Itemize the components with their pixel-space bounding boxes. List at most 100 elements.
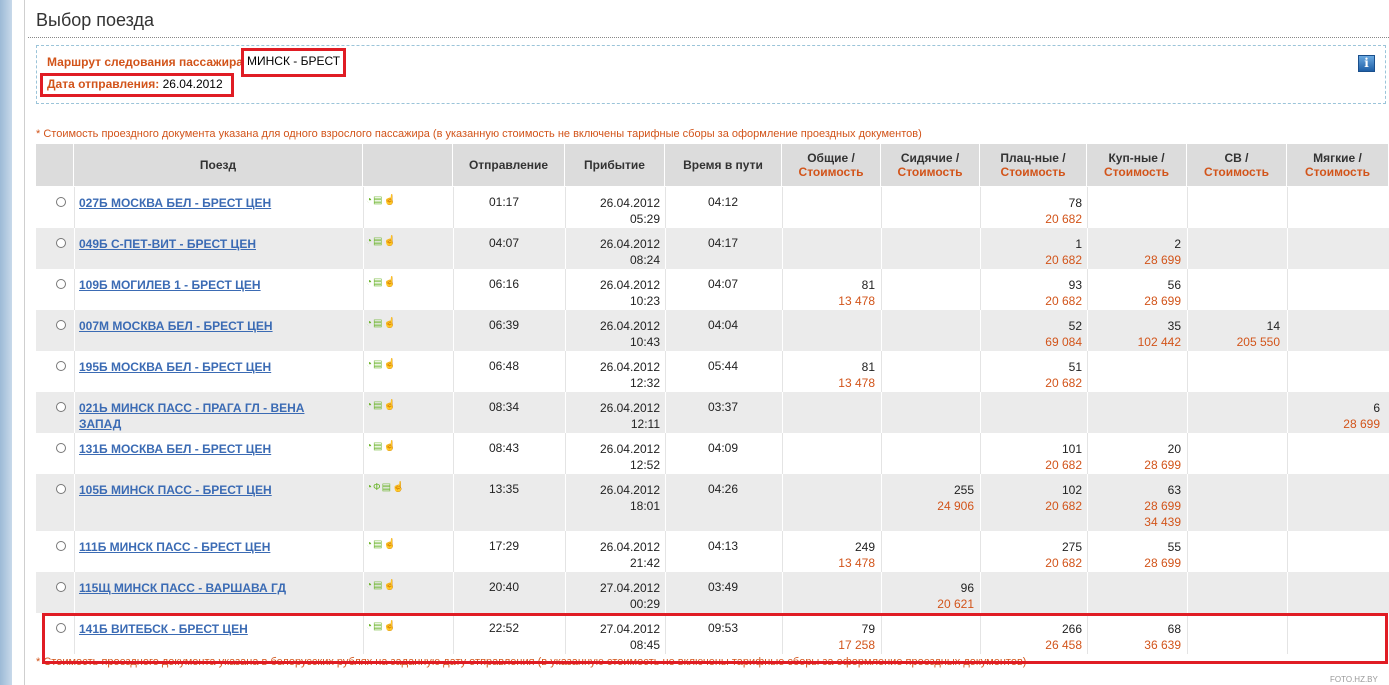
train-name-link[interactable]: 007М МОСКВА БЕЛ - БРЕСТ ЦЕН xyxy=(79,319,273,333)
train-select-radio[interactable] xyxy=(56,541,66,551)
cell-divider xyxy=(665,433,666,474)
train-name-link[interactable]: 141Б ВИТЕБСК - БРЕСТ ЦЕН xyxy=(79,622,248,636)
cell-divider xyxy=(453,392,454,433)
arrival-date: 26.04.2012 xyxy=(599,483,660,497)
table-row[interactable]: 021Ь МИНСК ПАСС - ПРАГА ГЛ - ВЕНА ЗАПАД ◔… xyxy=(36,392,1389,433)
arrival-time: 10:43 xyxy=(629,335,660,349)
title-divider xyxy=(28,37,1389,38)
arrival-date: 26.04.2012 xyxy=(599,442,660,456)
cell-divider xyxy=(1287,572,1288,613)
train-name-link[interactable]: 115Щ МИНСК ПАСС - ВАРШАВА ГД xyxy=(79,581,287,595)
service-icons[interactable]: ◔▤☝ xyxy=(366,359,397,370)
train-name-link[interactable]: 131Б МОСКВА БЕЛ - БРЕСТ ЦЕН xyxy=(79,442,272,456)
seat-count: 78 xyxy=(1068,196,1082,210)
header-duration-label: Время в пути xyxy=(683,158,763,172)
train-select-radio[interactable] xyxy=(56,443,66,453)
service-icons[interactable]: ◔Ф▤☝ xyxy=(366,482,406,493)
date-value: 26.04.2012 xyxy=(162,77,223,91)
cell-divider xyxy=(782,474,783,531)
cell-divider xyxy=(1087,433,1088,474)
train-select-radio[interactable] xyxy=(56,279,66,289)
table-row[interactable]: 105Б МИНСК ПАСС - БРЕСТ ЦЕН ◔Ф▤☝ 13:35 26.0… xyxy=(36,474,1389,531)
cell-divider xyxy=(363,310,364,351)
train-select-radio[interactable] xyxy=(56,582,66,592)
header-train: Поезд xyxy=(74,144,363,186)
seat-price: 28 699 xyxy=(1144,556,1181,570)
train-name-link[interactable]: 021Ь МИНСК ПАСС - ПРАГА ГЛ - ВЕНА ЗАПАД xyxy=(79,401,305,431)
header-sidyachie-label: Сидячие / xyxy=(900,151,960,165)
cell-divider xyxy=(1287,310,1288,351)
departure-time: 20:40 xyxy=(488,580,519,594)
table-row[interactable]: 007М МОСКВА БЕЛ - БРЕСТ ЦЕН ◔▤☝ 06:39 26.04… xyxy=(36,310,1389,351)
cell-divider xyxy=(881,474,882,531)
cell-divider xyxy=(1187,613,1188,654)
cell-divider xyxy=(453,310,454,351)
cell-divider xyxy=(1087,613,1088,654)
train-name-link[interactable]: 109Б МОГИЛЕВ 1 - БРЕСТ ЦЕН xyxy=(79,278,261,292)
arrival-date: 26.04.2012 xyxy=(599,278,660,292)
seats-sid: 255 24 906 xyxy=(937,482,974,514)
seat-count: 81 xyxy=(861,278,875,292)
table-row[interactable]: 115Щ МИНСК ПАСС - ВАРШАВА ГД ◔▤☝ 20:40 27.0… xyxy=(36,572,1389,613)
cell-divider xyxy=(1087,474,1088,531)
arrival-date: 26.04.2012 xyxy=(599,319,660,333)
cell-divider xyxy=(565,351,566,392)
service-icons[interactable]: ◔▤☝ xyxy=(366,539,397,550)
train-select-radio[interactable] xyxy=(56,402,66,412)
train-name-link[interactable]: 105Б МИНСК ПАСС - БРЕСТ ЦЕН xyxy=(79,483,272,497)
seat-price: 20 682 xyxy=(1045,556,1082,570)
table-row[interactable]: 109Б МОГИЛЕВ 1 - БРЕСТ ЦЕН ◔▤☝ 06:16 26.04.… xyxy=(36,269,1389,310)
train-name-link[interactable]: 049Б С-ПЕТ-ВИТ - БРЕСТ ЦЕН xyxy=(79,237,256,251)
cell-divider xyxy=(782,433,783,474)
train-name-link[interactable]: 195Б МОСКВА БЕЛ - БРЕСТ ЦЕН xyxy=(79,360,272,374)
service-icons[interactable]: ◔▤☝ xyxy=(366,400,397,411)
seat-price-alt: 34 439 xyxy=(1144,515,1181,529)
cell-divider xyxy=(363,392,364,433)
train-select-radio[interactable] xyxy=(56,361,66,371)
arrival-time: 18:01 xyxy=(629,499,660,513)
table-row[interactable]: 049Б С-ПЕТ-ВИТ - БРЕСТ ЦЕН ◔▤☝ 04:07 26.04.… xyxy=(36,228,1389,269)
cell-divider xyxy=(363,572,364,613)
arrival-datetime: 27.04.2012 08:45 xyxy=(566,621,660,653)
train-select-radio[interactable] xyxy=(56,238,66,248)
cell-divider xyxy=(665,392,666,433)
cell-divider xyxy=(565,531,566,572)
seat-count: 20 xyxy=(1167,442,1181,456)
train-select-radio[interactable] xyxy=(56,320,66,330)
table-row[interactable]: 131Б МОСКВА БЕЛ - БРЕСТ ЦЕН ◔▤☝ 08:43 26.04… xyxy=(36,433,1389,474)
cell-divider xyxy=(1087,228,1088,269)
travel-duration: 04:07 xyxy=(708,277,739,291)
seat-price: 102 442 xyxy=(1137,335,1181,349)
cell-divider xyxy=(565,269,566,310)
service-icons[interactable]: ◔▤☝ xyxy=(366,621,397,632)
train-name-link[interactable]: 111Б МИНСК ПАСС - БРЕСТ ЦЕН xyxy=(79,540,271,554)
cell-divider xyxy=(74,572,75,613)
service-icons[interactable]: ◔▤☝ xyxy=(366,318,397,329)
cell-divider xyxy=(1087,310,1088,351)
service-icons[interactable]: ◔▤☝ xyxy=(366,277,397,288)
header-platskart: Плац-ные / Стоимость xyxy=(980,144,1087,186)
cell-divider xyxy=(1287,392,1288,433)
service-icons[interactable]: ◔▤☝ xyxy=(366,441,397,452)
seat-price: 28 699 xyxy=(1144,499,1181,513)
table-row[interactable]: 027Б МОСКВА БЕЛ - БРЕСТ ЦЕН ◔▤☝ 01:17 26.04… xyxy=(36,187,1389,228)
travel-duration: 04:26 xyxy=(708,482,739,496)
service-icons[interactable]: ◔▤☝ xyxy=(366,236,397,247)
cell-divider xyxy=(74,228,75,269)
info-icon[interactable]: i xyxy=(1358,55,1375,72)
arrival-date: 27.04.2012 xyxy=(599,581,660,595)
train-select-radio[interactable] xyxy=(56,197,66,207)
train-select-radio[interactable] xyxy=(56,623,66,633)
service-icons[interactable]: ◔▤☝ xyxy=(366,580,397,591)
train-name-link[interactable]: 027Б МОСКВА БЕЛ - БРЕСТ ЦЕН xyxy=(79,196,272,210)
header-platskart-cost-label: Стоимость xyxy=(1000,165,1066,179)
cell-divider xyxy=(1087,572,1088,613)
table-row[interactable]: 141Б ВИТЕБСК - БРЕСТ ЦЕН ◔▤☝ 22:52 27.04.20… xyxy=(36,613,1389,654)
cell-divider xyxy=(74,474,75,531)
cell-divider xyxy=(1187,572,1188,613)
table-row[interactable]: 111Б МИНСК ПАСС - БРЕСТ ЦЕН ◔▤☝ 17:29 26.04… xyxy=(36,531,1389,572)
service-icons[interactable]: ◔▤☝ xyxy=(366,195,397,206)
train-select-radio[interactable] xyxy=(56,484,66,494)
table-row[interactable]: 195Б МОСКВА БЕЛ - БРЕСТ ЦЕН ◔▤☝ 06:48 26.04… xyxy=(36,351,1389,392)
header-select xyxy=(36,144,74,186)
